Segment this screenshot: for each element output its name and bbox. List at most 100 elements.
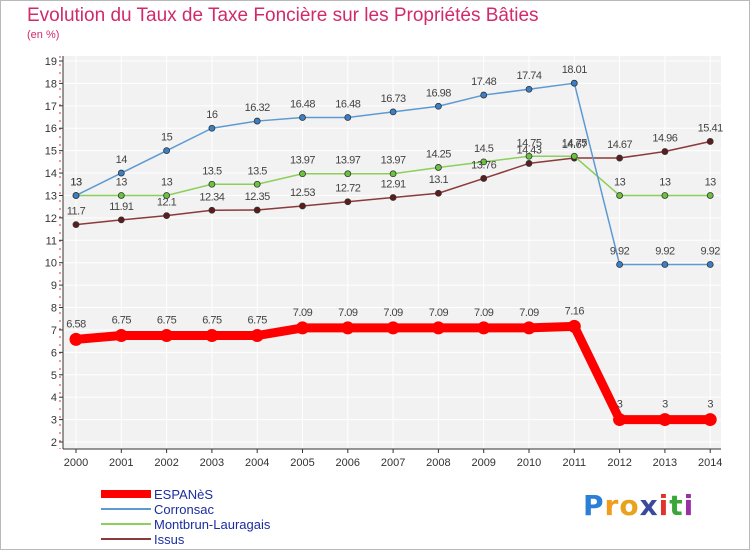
- logo-letter: r: [604, 489, 620, 522]
- logo-letter: i: [683, 489, 695, 522]
- x-tick-label: 2005: [290, 457, 314, 469]
- y-tick-label: 17: [45, 101, 57, 113]
- point-0-7: [386, 321, 400, 335]
- data-label-1-4: 16.32: [245, 102, 270, 114]
- data-label-3-8: 13.1: [429, 174, 449, 186]
- point-1-0: [72, 192, 80, 199]
- data-label-0-9: 7.09: [474, 307, 494, 319]
- data-label-2-9: 14.5: [474, 143, 494, 155]
- point-0-13: [658, 413, 672, 427]
- point-3-1: [117, 216, 125, 224]
- plot-background: [63, 56, 721, 449]
- data-label-1-0: 13: [70, 176, 82, 188]
- x-tick-label: 2010: [517, 457, 541, 469]
- point-0-5: [296, 321, 309, 335]
- x-tick-label: 2011: [562, 457, 586, 469]
- y-tick-label: 8: [51, 303, 57, 315]
- point-1-7: [389, 108, 397, 116]
- point-2-9: [480, 158, 488, 166]
- data-label-2-8: 14.25: [426, 148, 451, 160]
- x-tick-label: 2001: [109, 457, 133, 469]
- data-labels-layer: 11.7 11.91 12.1 12.34 12.35 12.53 12.72 12.91 13…: [66, 64, 723, 410]
- y-tick-label: 18: [45, 78, 57, 90]
- legend-label-montbrun: Montbrun-Lauragais: [154, 516, 271, 532]
- point-3-0: [72, 221, 80, 229]
- data-label-1-14: 9.92: [700, 245, 720, 257]
- point-2-3: [208, 180, 216, 188]
- legend-label-corronsac: Corronsac: [154, 501, 214, 517]
- point-2-10: [525, 152, 533, 160]
- x-tick-label: 2004: [245, 457, 269, 469]
- data-label-2-10: 14.75: [516, 137, 541, 149]
- data-label-0-4: 6.75: [247, 315, 267, 327]
- data-label-0-12: 3: [617, 399, 623, 411]
- y-tick-label: 2: [51, 437, 57, 449]
- logo-letter: i: [658, 489, 670, 522]
- data-label-1-7: 16.73: [381, 93, 406, 105]
- point-0-14: [703, 413, 717, 427]
- data-label-2-11: 14.75: [562, 137, 587, 149]
- y-unit-label: (en %): [27, 29, 60, 41]
- point-2-11: [570, 152, 578, 160]
- point-2-12: [616, 192, 623, 199]
- x-tick-label: 2000: [64, 457, 88, 469]
- point-0-8: [431, 321, 445, 335]
- data-label-1-10: 17.74: [516, 70, 541, 82]
- data-label-1-5: 16.48: [290, 98, 315, 110]
- point-3-5: [299, 202, 306, 210]
- point-1-8: [434, 102, 442, 110]
- point-0-6: [341, 321, 355, 335]
- point-3-3: [208, 206, 216, 214]
- data-label-1-9: 17.48: [471, 76, 496, 88]
- data-label-1-8: 16.98: [426, 87, 451, 99]
- data-label-3-2: 12.1: [157, 197, 177, 209]
- data-label-3-7: 12.91: [381, 178, 406, 190]
- data-label-2-5: 13.97: [290, 155, 315, 167]
- y-tick-label: 11: [46, 235, 57, 247]
- data-label-3-14: 15.41: [698, 122, 723, 134]
- data-label-0-3: 6.75: [202, 315, 222, 327]
- data-label-0-7: 7.09: [383, 307, 403, 319]
- point-3-9: [480, 175, 488, 182]
- data-label-1-1: 14: [116, 154, 128, 166]
- point-1-10: [525, 85, 533, 93]
- y-tick-label: 5: [51, 370, 57, 382]
- data-label-2-7: 13.97: [381, 155, 406, 167]
- y-tick-label: 19: [45, 56, 57, 68]
- point-2-6: [344, 170, 352, 178]
- y-tick-label: 14: [45, 168, 57, 180]
- data-label-1-11: 18.01: [562, 64, 587, 76]
- data-label-0-14: 3: [707, 399, 713, 411]
- y-tick-label: 6: [51, 347, 57, 359]
- x-tick-label: 2014: [698, 457, 722, 469]
- point-0-11: [567, 319, 581, 333]
- data-label-0-5: 7.09: [293, 307, 313, 319]
- data-label-3-0: 11.7: [67, 206, 86, 218]
- y-tick-label: 15: [45, 146, 57, 158]
- data-label-2-12: 13: [614, 176, 626, 188]
- data-label-3-10: 14.43: [516, 144, 541, 156]
- point-0-10: [522, 321, 536, 335]
- data-label-0-10: 7.09: [519, 307, 539, 319]
- chart-title: Evolution du Taux de Taxe Foncière sur l…: [27, 5, 539, 26]
- y-axis-ticks: 2 3 4 5 6 7 8 9 10 11 12 13 14 15 16 17 18 19: [45, 56, 63, 449]
- axes: [59, 56, 721, 450]
- point-0-2: [160, 329, 174, 343]
- data-label-3-11: 14.67: [562, 139, 587, 151]
- data-label-1-13: 9.92: [655, 245, 675, 257]
- point-2-4: [253, 180, 261, 188]
- x-tick-label: 2008: [426, 457, 450, 469]
- point-1-13: [661, 261, 669, 268]
- y-tick-label: 13: [45, 190, 57, 202]
- point-1-14: [706, 261, 714, 268]
- point-1-2: [163, 147, 171, 155]
- x-axis-ticks: 2000 2001 2002 2003 2004 2005 2006 2007 2008 2009…: [64, 449, 722, 469]
- point-2-13: [661, 192, 669, 199]
- point-3-10: [525, 160, 533, 167]
- data-label-2-14: 13: [705, 176, 717, 188]
- point-2-5: [299, 170, 306, 178]
- point-3-14: [706, 138, 714, 145]
- point-3-13: [661, 148, 669, 155]
- data-label-1-6: 16.48: [335, 98, 360, 110]
